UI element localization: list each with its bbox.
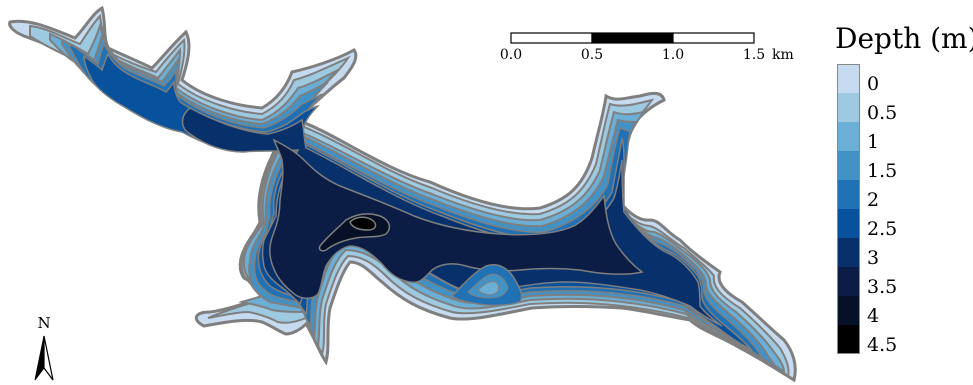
legend-swatch bbox=[837, 180, 860, 209]
legend-title: Depth (m) bbox=[835, 22, 973, 55]
legend-label: 1 bbox=[867, 131, 880, 153]
scale-tick-0: 0.0 bbox=[500, 47, 522, 63]
legend-label: 2.5 bbox=[867, 218, 898, 240]
legend-swatch bbox=[837, 64, 860, 93]
legend-swatch bbox=[837, 296, 860, 325]
legend-item-2: 2 bbox=[837, 180, 973, 211]
legend-swatch bbox=[837, 209, 860, 238]
legend-item-3: 3 bbox=[837, 238, 973, 269]
legend-label: 4 bbox=[867, 305, 880, 327]
legend-label: 0.5 bbox=[867, 102, 898, 124]
depth-zone-shoal-top bbox=[477, 281, 500, 296]
legend-label: 3 bbox=[867, 247, 880, 269]
depth-zone-4.5 bbox=[349, 216, 377, 231]
legend-label: 1.5 bbox=[867, 160, 898, 182]
scale-tick-3: 1.5 bbox=[743, 47, 765, 63]
legend-swatch bbox=[837, 93, 860, 122]
legend-swatch bbox=[837, 238, 860, 267]
legend-item-4: 4 bbox=[837, 296, 973, 327]
north-label: N bbox=[37, 314, 50, 332]
legend-item-1: 1 bbox=[837, 122, 973, 153]
scale-segment-3 bbox=[672, 32, 755, 44]
scale-unit: km bbox=[772, 47, 794, 63]
legend-items: 0 0.5 1 1.5 2 2.5 3 3.5 4 4.5 bbox=[837, 64, 973, 356]
legend-swatch bbox=[837, 151, 860, 180]
legend-label: 4.5 bbox=[867, 334, 898, 356]
legend-item-1.5: 1.5 bbox=[837, 151, 973, 182]
north-arrow-icon bbox=[34, 335, 45, 381]
scale-bar: 0.0 0.5 1.0 1.5 km bbox=[500, 32, 794, 63]
north-arrow: N bbox=[34, 314, 54, 381]
depth-zone-3.5 bbox=[269, 138, 644, 299]
legend-item-0: 0 bbox=[837, 64, 973, 95]
legend-item-2.5: 2.5 bbox=[837, 209, 973, 240]
legend-swatch bbox=[837, 122, 860, 151]
scale-tick-2: 1.0 bbox=[662, 47, 684, 63]
scale-segment-2 bbox=[591, 32, 674, 44]
scale-segment-1 bbox=[510, 32, 593, 44]
legend-item-0.5: 0.5 bbox=[837, 93, 973, 124]
scale-tick-1: 0.5 bbox=[581, 47, 603, 63]
legend-label: 2 bbox=[867, 189, 880, 211]
legend-swatch bbox=[837, 267, 860, 296]
legend-item-3.5: 3.5 bbox=[837, 267, 973, 298]
legend-label: 0 bbox=[867, 73, 880, 95]
legend-label: 3.5 bbox=[867, 276, 898, 298]
depth-legend: Depth (m) 0 0.5 1 1.5 2 2.5 3 3.5 4 4.5 bbox=[835, 22, 973, 356]
legend-swatch bbox=[837, 325, 860, 354]
legend-item-4.5: 4.5 bbox=[837, 325, 973, 356]
north-arrow-icon-outline bbox=[43, 335, 54, 381]
